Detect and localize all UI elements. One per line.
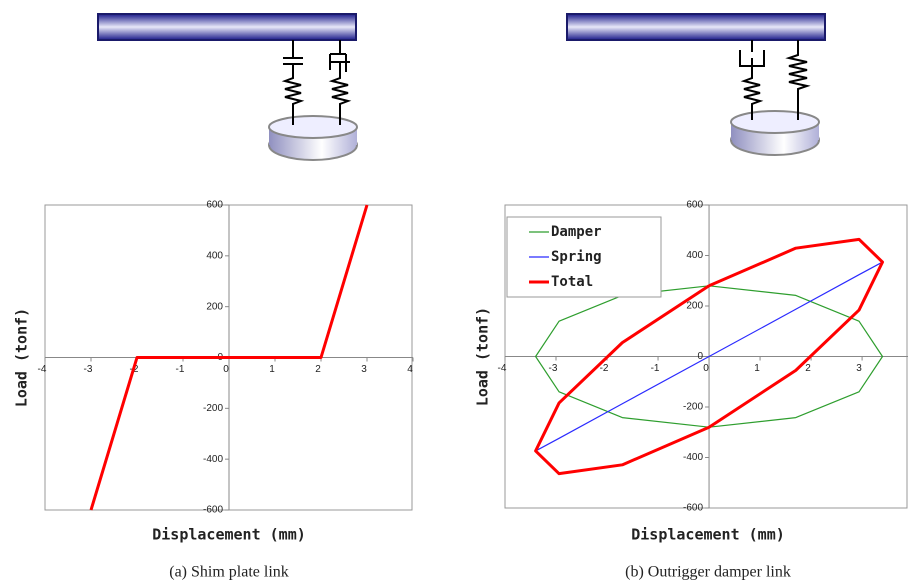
x-tick-label: 0	[223, 364, 229, 375]
x-tick-label: 1	[754, 363, 760, 374]
x-tick-label: -3	[84, 364, 93, 375]
y-tick-label: 600	[206, 200, 223, 211]
diagram-b	[567, 14, 825, 155]
x-tick-label: 2	[315, 364, 321, 375]
x-tick-label: 0	[703, 363, 709, 374]
y-tick-label: 400	[206, 250, 223, 261]
caption: (a) Shim plate link	[169, 564, 289, 581]
x-tick-label: -4	[498, 363, 507, 374]
y-tick-label: -600	[203, 505, 223, 516]
x-tick-label: 3	[361, 364, 367, 375]
y-axis-title: Load (tonf)	[474, 307, 492, 406]
caption: (b) Outrigger damper link	[625, 564, 791, 581]
x-axis-title: Displacement (mm)	[152, 526, 306, 544]
x-tick-label: 3	[856, 363, 862, 374]
x-tick-label: -4	[38, 364, 47, 375]
x-tick-label: -1	[651, 363, 660, 374]
y-tick-label: -200	[203, 403, 223, 414]
y-tick-label: -400	[683, 452, 703, 463]
x-axis-title: Displacement (mm)	[631, 526, 785, 544]
y-tick-label: 200	[686, 301, 703, 312]
y-tick-label: 400	[686, 250, 703, 261]
legend-label: Total	[551, 274, 593, 290]
y-tick-label: 600	[686, 200, 703, 211]
x-tick-label: 2	[805, 363, 811, 374]
figure: -600-400-2000200400600-4-3-2-101234Load …	[0, 0, 908, 588]
y-tick-label: -200	[683, 402, 703, 413]
x-tick-label: -1	[176, 364, 185, 375]
y-tick-label: 200	[206, 301, 223, 312]
x-tick-label: 4	[407, 364, 413, 375]
y-tick-label: -400	[203, 454, 223, 465]
legend-label: Spring	[551, 249, 602, 265]
diagram-a	[98, 14, 357, 160]
y-axis-title: Load (tonf)	[13, 308, 31, 407]
x-tick-label: 1	[269, 364, 275, 375]
y-tick-label: -600	[683, 503, 703, 514]
legend-label: Damper	[551, 224, 602, 240]
x-tick-label: -3	[549, 363, 558, 374]
